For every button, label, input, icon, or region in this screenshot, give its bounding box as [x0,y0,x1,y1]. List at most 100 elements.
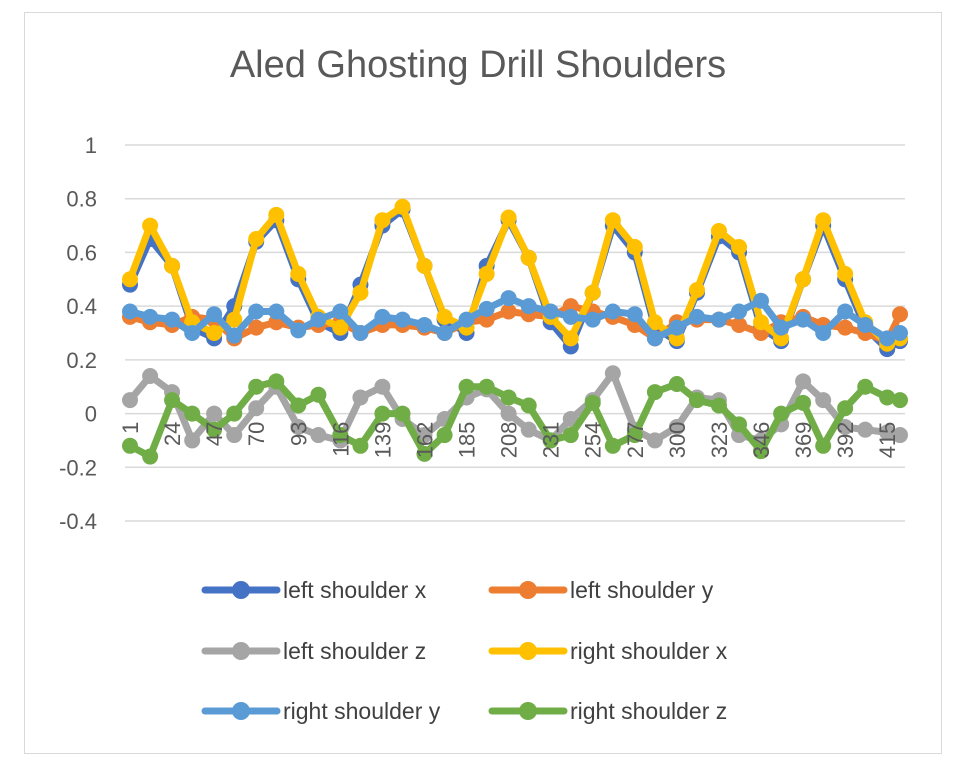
data-point [500,303,517,320]
x-tick-label: 231 [539,422,564,459]
data-point [520,249,537,266]
data-point [352,284,369,301]
data-point [646,330,663,347]
x-tick-label: 24 [160,422,185,446]
data-point [500,209,517,226]
data-point [892,392,908,409]
data-point [857,316,874,333]
x-tick-label: 392 [833,422,858,459]
data-point [416,427,433,444]
data-point [520,298,537,315]
data-point [164,392,181,409]
data-point [248,231,265,247]
x-tick-label: 162 [412,422,437,459]
data-point [164,257,181,274]
x-tick-label: 116 [328,422,353,457]
data-point [332,303,349,320]
legend-label: left shoulder y [570,577,714,603]
data-point [226,427,243,444]
legend-entry: right shoulder z [488,698,727,724]
data-point [352,325,369,341]
data-point [520,421,537,438]
data-point [458,378,475,395]
data-point [332,427,349,444]
data-point [478,300,495,317]
y-tick-label: 1 [85,133,97,158]
data-point [626,239,643,256]
data-point [310,386,327,403]
data-point [710,222,727,239]
data-point [604,437,621,454]
data-point [542,432,559,449]
data-point [226,311,243,328]
data-point [542,303,559,320]
data-point [815,212,832,229]
data-point [436,325,453,341]
x-tick-label: 254 [581,422,606,459]
x-tick-label: 277 [623,422,648,459]
data-point [688,308,705,325]
data-point [892,427,908,444]
data-point [815,437,832,454]
data-point [837,319,854,336]
data-point [837,265,854,282]
data-point [857,421,874,438]
data-point [352,437,369,454]
x-tick-label: 47 [202,422,227,446]
data-point [710,397,727,414]
x-tick-label: 415 [875,422,900,459]
data-point [122,271,138,288]
data-point [248,319,265,336]
data-point [416,316,433,333]
legend-swatch-marker [519,702,537,720]
data-point [837,303,854,320]
data-point [815,325,832,341]
x-tick-label: 208 [497,422,522,459]
y-tick-label: -0.4 [59,509,97,534]
data-point [626,306,643,323]
data-point [668,319,685,336]
x-tick-label: 185 [455,422,480,459]
data-point [815,392,832,409]
data-point [206,421,223,438]
data-point [668,376,685,393]
data-point [795,394,812,411]
data-point [290,419,307,435]
data-point [752,292,769,309]
data-point [332,319,349,336]
data-point [731,316,748,333]
data-point [584,311,601,328]
data-point [184,405,201,422]
data-point [142,448,159,465]
data-point [795,271,812,288]
legend-swatch-marker [232,581,250,599]
legend-entry: left shoulder z [201,638,426,664]
data-point [646,314,663,331]
data-point [604,303,621,320]
legend-swatch-marker [232,702,250,720]
data-point [248,303,265,320]
data-point [374,405,391,422]
x-tick-label: 323 [707,422,732,459]
chart-title: Aled Ghosting Drill Shoulders [229,44,727,86]
data-point [795,311,812,328]
data-point [374,212,391,229]
data-point [164,311,181,328]
data-point [562,308,579,325]
data-point [520,397,537,414]
data-point [879,424,896,441]
data-point [604,365,621,382]
y-tick-label: -0.2 [59,455,97,480]
x-tick-label: 369 [791,422,816,459]
data-point [584,284,601,301]
data-point [206,306,223,323]
legend-entry: right shoulder x [488,638,728,664]
x-tick-label: 346 [749,422,774,459]
data-point [290,322,307,339]
data-point [394,405,411,422]
data-point [892,325,908,341]
data-point [604,212,621,229]
data-point [416,445,433,462]
data-point [290,397,307,414]
